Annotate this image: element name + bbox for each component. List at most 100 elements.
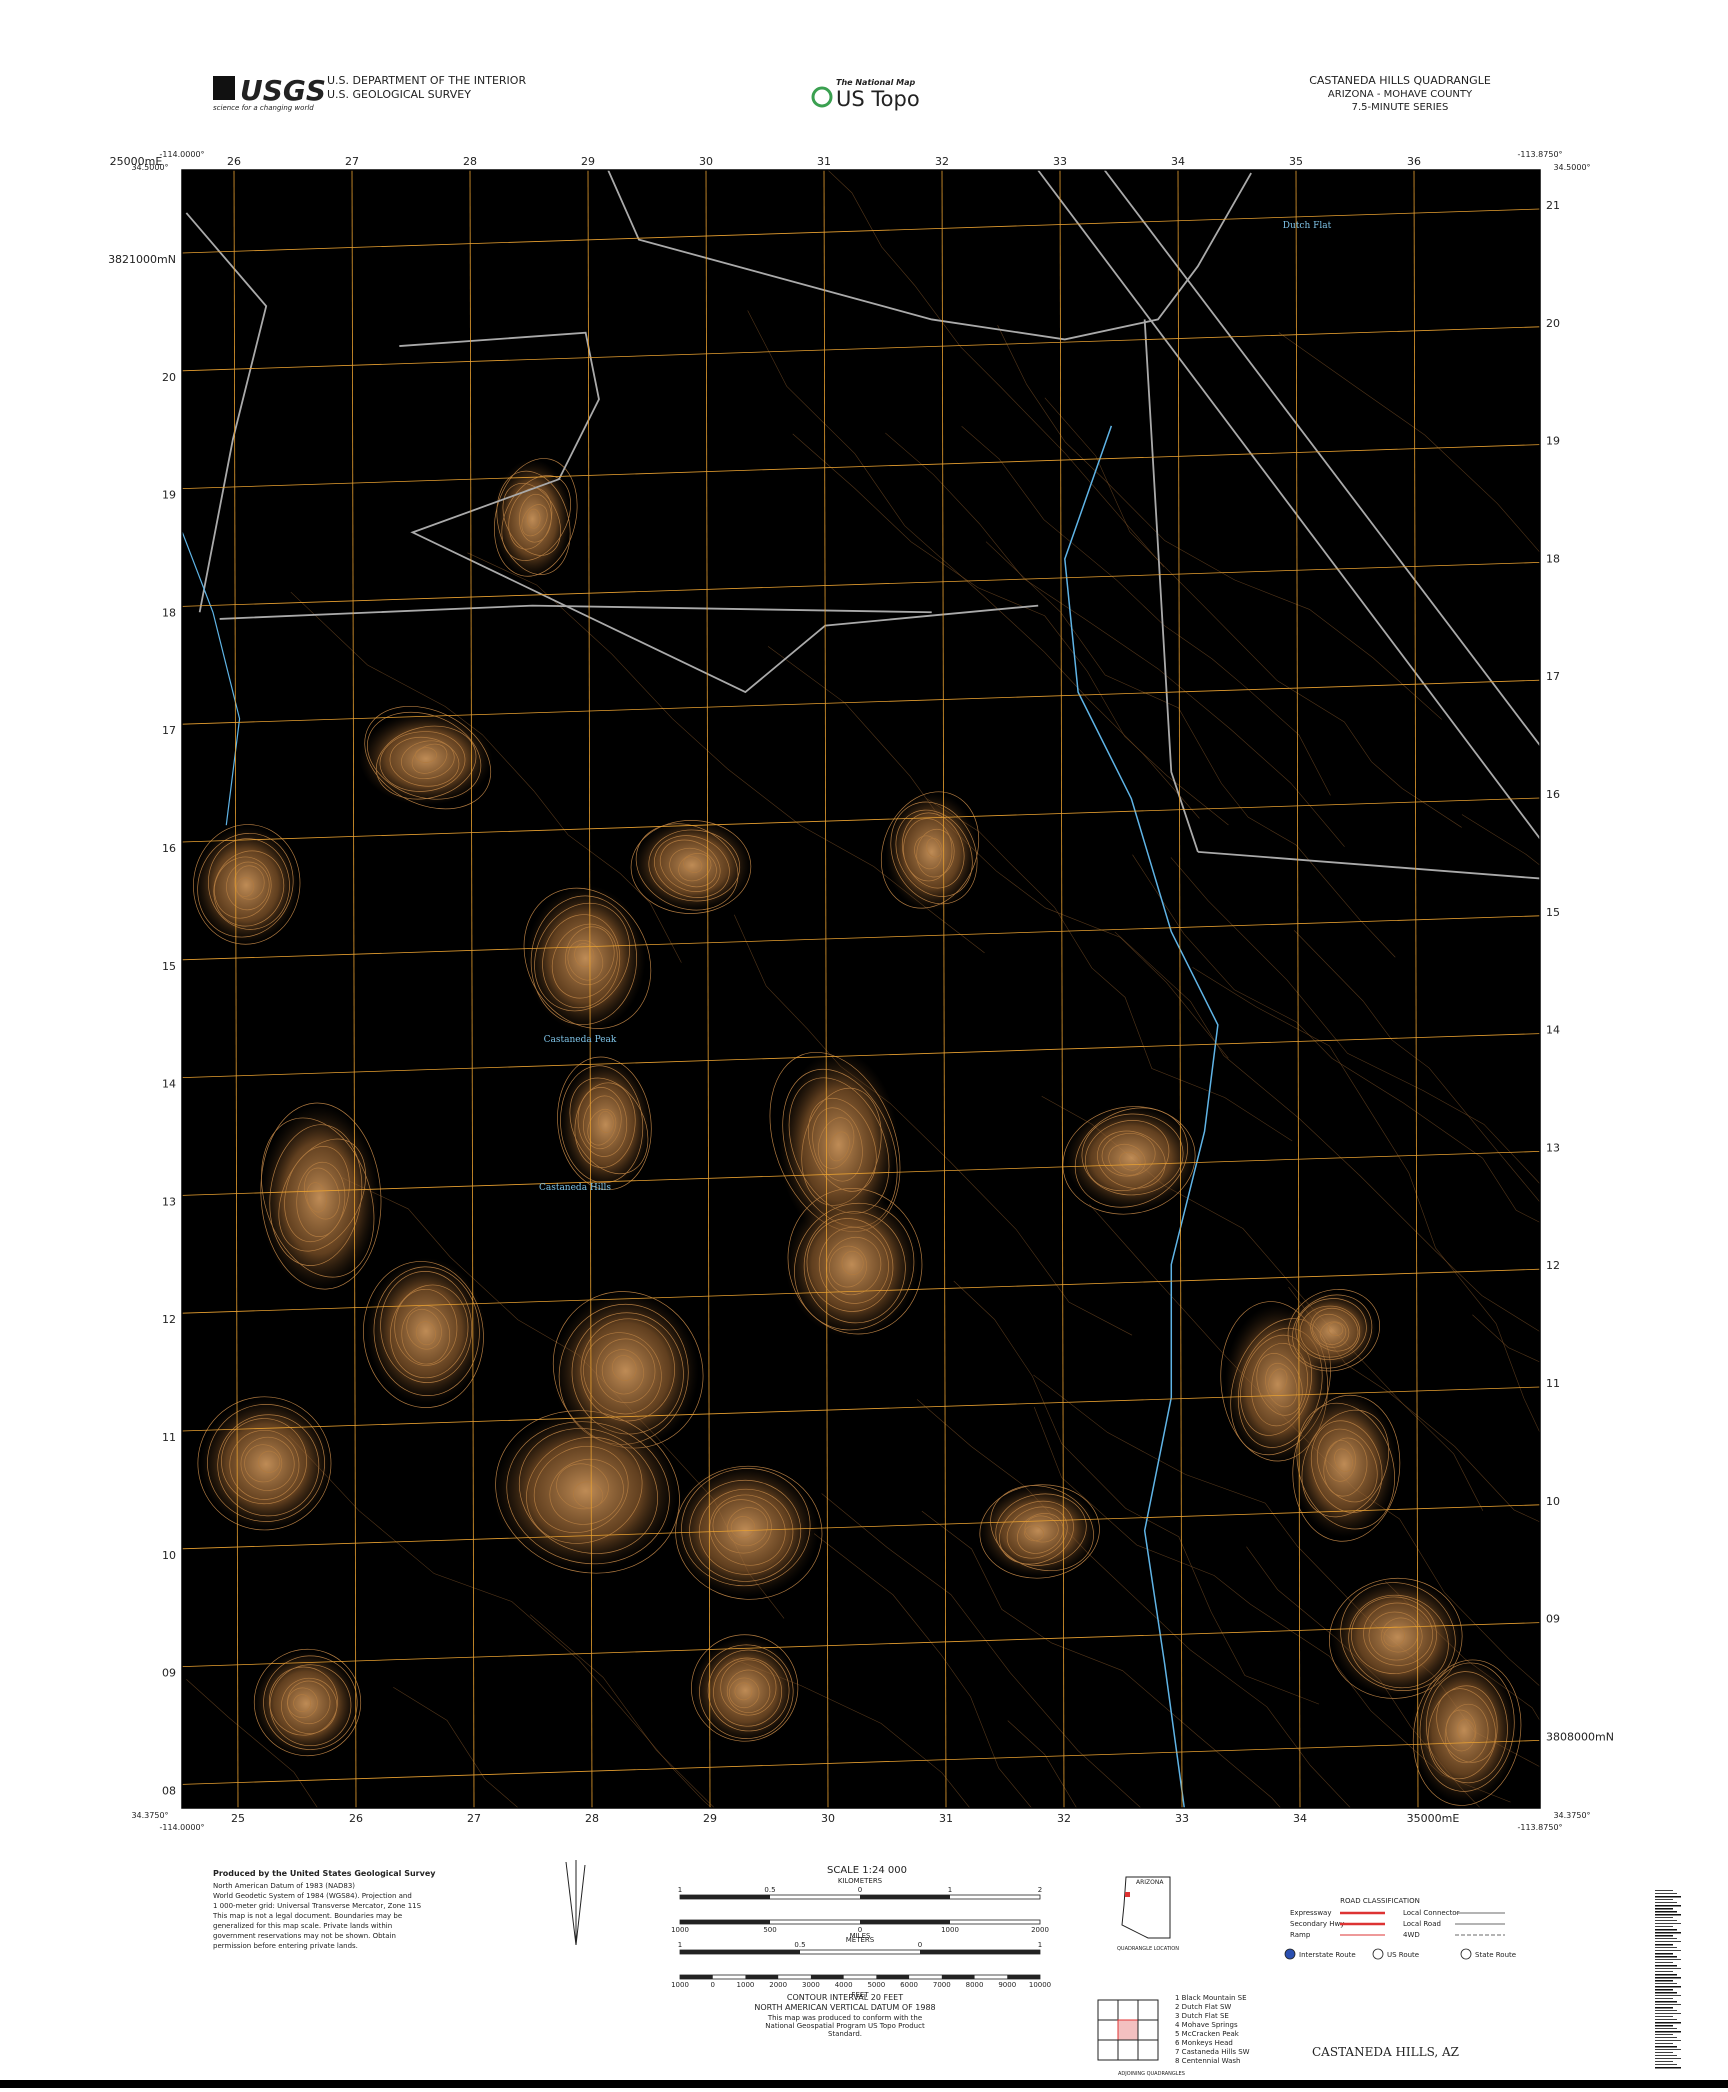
road: [1143, 319, 1199, 853]
easting-label-top: 34: [1171, 155, 1185, 168]
barcode-bar: [1655, 1962, 1673, 1963]
scale-segment: [680, 1920, 770, 1924]
contour-ring: [1329, 1577, 1463, 1699]
contour-ring: [1419, 1662, 1515, 1792]
contour-ring: [577, 1087, 628, 1157]
northing-label-left: 19: [162, 489, 176, 502]
contour-ring: [691, 1634, 799, 1742]
contour-ring: [508, 487, 553, 550]
scale-segment: [876, 1975, 910, 1979]
northing-label-right: 10: [1546, 1495, 1560, 1508]
corner-coord: -113.8750°: [1517, 150, 1562, 159]
scale-mark: 0: [918, 1941, 922, 1949]
terrain-hill: [199, 1397, 333, 1531]
northing-label-right: 3808000mN: [1546, 1730, 1614, 1743]
northing-label-right: 12: [1546, 1259, 1560, 1272]
standard-text: This map was produced to conform with th…: [765, 2014, 925, 2038]
barcode-bar: [1655, 1938, 1677, 1939]
grid-line-easting: [705, 170, 711, 1808]
contour-ring: [213, 850, 285, 927]
scale-bar: [679, 1974, 1041, 1980]
contour-ring: [678, 853, 712, 882]
barcode-bar: [1655, 1980, 1673, 1982]
contour-line: [1192, 967, 1540, 1434]
contour-line: [1114, 931, 1540, 1333]
scale-mark: 2: [1038, 1886, 1042, 1894]
contour-ring: [999, 1500, 1074, 1565]
contour-ring: [1363, 1602, 1434, 1666]
map-fill: [182, 170, 1540, 1808]
barcode-bar: [1655, 1929, 1677, 1931]
contour-line: [186, 1679, 318, 1808]
contour-line: [813, 1533, 1033, 1808]
easting-label-bottom: 29: [703, 1812, 717, 1825]
contour-ring: [1316, 1428, 1378, 1503]
barcode-bar: [1655, 2067, 1681, 2069]
easting-label-top: 33: [1053, 155, 1067, 168]
contour-line: [1132, 854, 1540, 1223]
contour-ring: [828, 1131, 850, 1162]
contour-ring: [260, 1102, 382, 1290]
adjoining-quad: 8 Centennial Wash: [1175, 2057, 1241, 2065]
grid-line-northing: [182, 562, 1540, 607]
contour-ring: [278, 1138, 366, 1252]
contour-line: [953, 1280, 1320, 1705]
producer: Produced by the United States Geological…: [213, 1869, 436, 1878]
barcode-bar: [1655, 2010, 1677, 2011]
adjoining-quad: 3 Dutch Flat SE: [1175, 2012, 1229, 2020]
contour-ring: [1119, 1151, 1141, 1171]
contour-ring: [496, 470, 571, 575]
easting-label-bottom: 27: [467, 1812, 481, 1825]
contour-ring: [635, 823, 739, 911]
barcode-bar: [1655, 2028, 1677, 2029]
barcode-bar: [1655, 1953, 1673, 1955]
contour-ring: [1427, 1685, 1498, 1780]
barcode-bar: [1655, 2031, 1681, 2033]
northing-label-left: 13: [162, 1195, 176, 1208]
barcode-bar: [1655, 1950, 1681, 1951]
scale-segment: [680, 1975, 713, 1979]
corner-coord: 34.5000°: [131, 163, 168, 172]
contour-ring: [675, 1465, 823, 1600]
contour-line: [921, 1510, 1282, 1808]
barcode-bar: [1655, 2013, 1681, 2014]
contour-ring: [501, 475, 571, 561]
road-type: Expressway: [1290, 1909, 1332, 1917]
contour-ring: [375, 725, 477, 800]
contour-ring: [281, 1677, 338, 1734]
contour-ring: [401, 740, 455, 780]
road: [185, 212, 268, 613]
road: [1197, 850, 1540, 880]
grid-line-northing: [182, 1033, 1540, 1078]
contour-ring: [574, 943, 595, 968]
contour-ring: [560, 1065, 644, 1184]
contour-note: CONTOUR INTERVAL 20 FEET: [787, 1993, 903, 2002]
contour-ring: [519, 493, 552, 543]
contour-ring: [1097, 1130, 1166, 1189]
contour-ring: [812, 1107, 863, 1182]
contour-ring: [1334, 1448, 1353, 1472]
northing-label-left: 15: [162, 960, 176, 973]
credit-line: World Geodetic System of 1984 (WGS84). P…: [213, 1892, 412, 1900]
barcode-bar: [1655, 1956, 1677, 1958]
grid-line-easting: [1413, 170, 1419, 1808]
grid-line-northing: [182, 326, 1540, 372]
contour-ring: [916, 828, 955, 878]
barcode-bar: [1655, 2052, 1673, 2053]
easting-label-bottom: 28: [585, 1812, 599, 1825]
scale-mark: 1: [678, 1886, 682, 1894]
easting-label-bottom: 31: [939, 1812, 953, 1825]
inset-state: ARIZONA: [1136, 1879, 1164, 1886]
northing-label-left: 17: [162, 724, 176, 737]
barcode-bar: [1655, 1947, 1677, 1948]
scale-mark: 0: [858, 1926, 862, 1934]
contour-ring: [1024, 1525, 1044, 1542]
scale-mark: 1: [678, 1941, 682, 1949]
barcode-bar: [1655, 1992, 1677, 1994]
grid-line-easting: [587, 170, 593, 1808]
terrain-hill: [885, 791, 979, 912]
contour-ring: [226, 861, 270, 911]
contour-ring: [1351, 1596, 1437, 1674]
barcode-bar: [1655, 1959, 1681, 1960]
